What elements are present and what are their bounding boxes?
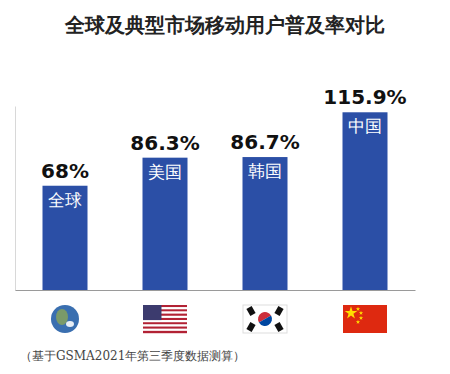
category-label: 韩国 <box>248 161 282 181</box>
flag-cn <box>343 305 387 333</box>
globe-cloud <box>66 321 74 327</box>
category-labels: 全球 美国 韩国 中国 <box>48 116 382 209</box>
canton <box>143 305 161 320</box>
small-star <box>356 307 360 311</box>
bar <box>143 158 188 290</box>
bar <box>343 112 388 290</box>
stripe <box>143 322 187 324</box>
globe <box>51 305 79 333</box>
small-star <box>359 311 363 315</box>
y-axis <box>15 107 16 291</box>
flag-field <box>243 305 287 333</box>
trigram <box>246 322 255 332</box>
data-label: 86.3% <box>130 131 199 155</box>
flag-us <box>143 305 187 333</box>
y-axis-line <box>15 107 16 291</box>
trigram <box>274 306 283 316</box>
globe-land <box>56 309 68 325</box>
x-axis-line <box>16 290 416 291</box>
small-star <box>359 316 363 320</box>
flag-field <box>343 305 387 333</box>
trigram <box>274 322 283 332</box>
category-label: 中国 <box>348 116 382 136</box>
title: 全球及典型市场移动用户普及率对比 <box>64 13 385 37</box>
x-axis <box>16 290 416 291</box>
footnote: （基于GSMA2021年第三季度数据测算） <box>20 349 245 363</box>
flag-globe <box>51 305 79 333</box>
category-label: 美国 <box>148 162 182 182</box>
flags <box>51 305 387 333</box>
bar <box>243 157 288 290</box>
taeguk-blue <box>259 316 275 329</box>
stripe <box>143 327 187 329</box>
stripe <box>143 324 187 326</box>
trigram <box>246 306 255 316</box>
flag-kr <box>243 305 287 333</box>
data-label: 68% <box>41 159 89 183</box>
data-labels: 68% 86.3% 86.7% 115.9% <box>41 85 407 182</box>
data-label: 115.9% <box>323 85 406 109</box>
category-label: 全球 <box>48 190 82 210</box>
stripe <box>143 329 187 331</box>
stripe <box>143 331 187 333</box>
chart: 全球及典型市场移动用户普及率对比 68% 86.3% 86.7% 115.9% 全球 美国 韩… <box>0 0 450 374</box>
stripe <box>143 320 187 322</box>
small-star <box>356 320 360 324</box>
data-label: 86.7% <box>230 130 299 154</box>
bar <box>43 186 88 290</box>
bars <box>43 112 388 290</box>
star <box>345 306 358 318</box>
